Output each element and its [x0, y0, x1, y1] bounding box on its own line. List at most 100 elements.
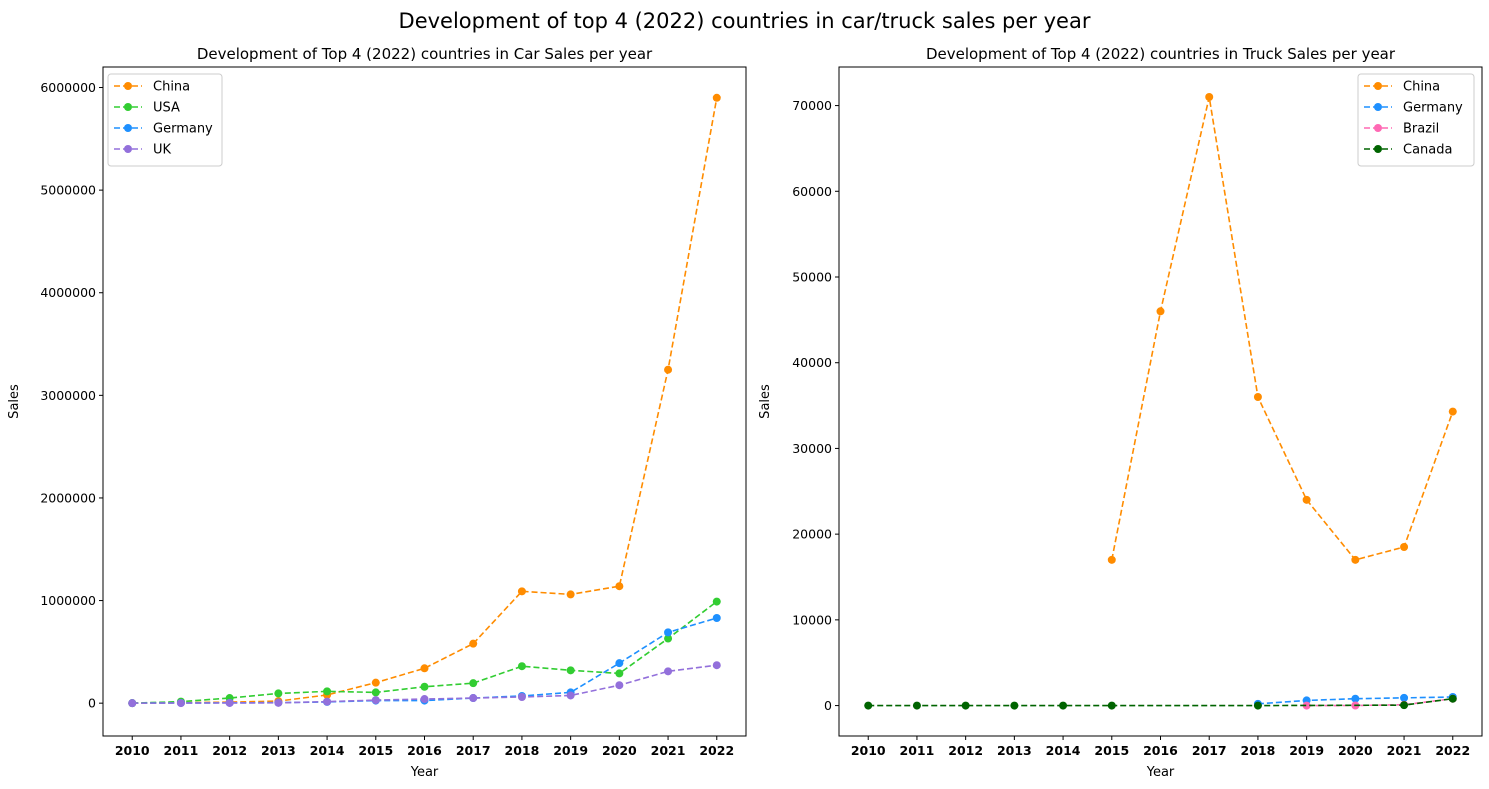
chart-title: Development of Top 4 (2022) countries in…: [197, 45, 653, 63]
data-point: [1253, 701, 1262, 710]
chart-panel-1: Development of Top 4 (2022) countries in…: [7, 45, 747, 780]
x-tick-label: 2013: [261, 743, 296, 758]
legend-marker: [1374, 82, 1382, 90]
legend-item-usa: USA: [114, 101, 180, 116]
x-tick-label: 2013: [997, 743, 1032, 758]
data-point: [712, 597, 721, 606]
legend-marker: [1374, 103, 1382, 111]
data-point: [420, 695, 429, 704]
x-tick-label: 2015: [358, 743, 393, 758]
y-axis-label: Sales: [758, 384, 773, 419]
y-tick-label: 30000: [792, 441, 832, 456]
legend-item-canada: Canada: [1364, 143, 1452, 158]
data-point: [664, 628, 673, 637]
data-point: [176, 699, 185, 708]
legend-marker: [1374, 145, 1382, 153]
data-point: [664, 634, 673, 643]
x-tick-label: 2015: [1094, 743, 1129, 758]
data-point: [274, 698, 283, 707]
data-point: [664, 365, 673, 374]
plot-area-frame: [838, 66, 1483, 737]
data-point: [1205, 93, 1214, 101]
x-tick-label: 2012: [212, 743, 247, 758]
legend-marker: [124, 124, 132, 132]
y-tick-label: 50000: [792, 270, 832, 285]
legend-label: Canada: [1403, 143, 1452, 158]
x-tick-label: 2019: [553, 743, 588, 758]
y-tick-label: 20000: [792, 527, 832, 542]
legend-label: UK: [153, 143, 172, 158]
data-point: [517, 662, 526, 671]
y-tick-label: 0: [88, 696, 96, 711]
data-point: [469, 694, 478, 703]
y-tick-label: 4000000: [40, 285, 96, 300]
x-tick-label: 2020: [1338, 743, 1373, 758]
data-point: [371, 678, 380, 687]
data-point: [1400, 543, 1409, 551]
x-tick-label: 2012: [948, 743, 983, 758]
legend-marker: [124, 103, 132, 111]
x-tick-label: 2021: [651, 743, 686, 758]
data-point: [566, 590, 575, 599]
data-point: [323, 687, 332, 696]
data-point: [664, 667, 673, 676]
legend-label: Brazil: [1403, 122, 1439, 137]
legend-marker: [124, 145, 132, 153]
x-tick-label: 2022: [699, 743, 734, 758]
y-tick-label: 40000: [792, 355, 832, 370]
chart-title: Development of Top 4 (2022) countries in…: [926, 45, 1396, 63]
data-point: [712, 93, 721, 102]
data-point: [469, 679, 478, 688]
data-point: [420, 682, 429, 691]
y-tick-label: 2000000: [40, 490, 96, 505]
data-point: [566, 666, 575, 675]
legend-label: Germany: [1403, 101, 1463, 116]
data-point: [274, 689, 283, 698]
series-uk: [128, 661, 721, 708]
data-point: [1059, 701, 1068, 710]
legend-box: [1357, 73, 1475, 167]
data-point: [371, 696, 380, 705]
data-point: [1302, 701, 1311, 710]
series-line: [1111, 96, 1454, 561]
y-tick-label: 10000: [792, 612, 832, 627]
data-point: [225, 698, 234, 707]
y-tick-label: 5000000: [40, 183, 96, 198]
data-point: [566, 691, 575, 700]
data-point: [961, 701, 970, 710]
y-tick-label: 70000: [792, 98, 832, 113]
series-line: [1257, 696, 1453, 705]
x-tick-label: 2011: [900, 743, 935, 758]
legend: China Germany Brazil Canada: [1357, 73, 1475, 167]
legend-marker: [124, 82, 132, 90]
data-point: [420, 664, 429, 673]
data-point: [864, 701, 873, 710]
y-tick-label: 0: [824, 698, 832, 713]
data-point: [323, 697, 332, 706]
data-point: [128, 699, 137, 708]
x-tick-label: 2017: [1192, 743, 1227, 758]
plot-area-frame: [102, 66, 747, 737]
data-point: [517, 693, 526, 702]
chart-panel-2: Development of Top 4 (2022) countries in…: [758, 45, 1483, 780]
x-tick-label: 2018: [1241, 743, 1276, 758]
data-point: [371, 688, 380, 697]
x-tick-label: 2016: [407, 743, 442, 758]
data-point: [1010, 701, 1019, 710]
series-line: [868, 697, 1453, 707]
data-point: [1253, 393, 1262, 401]
y-tick-label: 6000000: [40, 80, 96, 95]
x-axis-label: Year: [410, 765, 439, 780]
series-line: [132, 97, 718, 704]
legend-item-germany: Germany: [1364, 101, 1463, 116]
data-point: [1400, 693, 1409, 702]
y-tick-label: 1000000: [40, 593, 96, 608]
data-point: [912, 701, 921, 710]
x-tick-label: 2016: [1143, 743, 1178, 758]
x-tick-label: 2020: [602, 743, 637, 758]
legend: China USA Germany UK: [107, 73, 223, 167]
data-point: [517, 587, 526, 596]
x-tick-label: 2019: [1289, 743, 1324, 758]
series-canada: [864, 694, 1457, 710]
legend-marker: [1374, 124, 1382, 132]
